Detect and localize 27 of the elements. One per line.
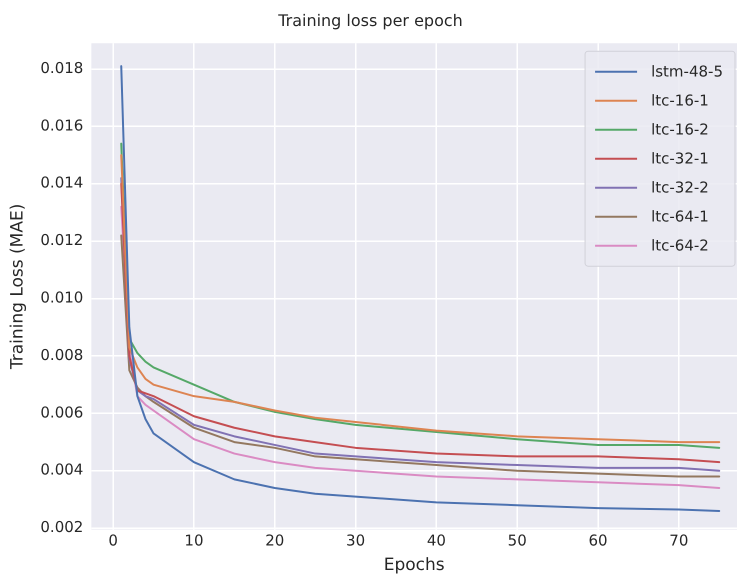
- legend-label: ltc-16-2: [651, 120, 709, 139]
- x-axis-title: Epochs: [384, 555, 445, 576]
- legend-label: lstm-48-5: [651, 62, 724, 81]
- legend-label: ltc-64-1: [651, 208, 709, 226]
- y-tick-label: 0.012: [40, 231, 84, 250]
- chart-title: Training loss per epoch: [277, 10, 463, 30]
- legend-label: ltc-32-1: [651, 150, 709, 168]
- y-axis-title: Training Loss (MAE): [8, 204, 28, 370]
- y-tick-label: 0.008: [40, 346, 84, 364]
- y-tick-label: 0.014: [40, 174, 84, 192]
- x-tick-label: 70: [669, 531, 688, 550]
- x-tick-label: 0: [108, 531, 118, 550]
- x-tick-label: 40: [426, 531, 446, 550]
- legend-label: ltc-64-2: [651, 236, 709, 255]
- x-tick-label: 60: [588, 531, 608, 550]
- x-tick-label: 50: [508, 531, 527, 550]
- legend-label: ltc-32-2: [651, 178, 709, 197]
- y-tick-label: 0.018: [40, 58, 84, 77]
- x-tick-label: 10: [184, 531, 204, 550]
- x-tick-label: 30: [346, 531, 366, 550]
- y-tick-label: 0.002: [40, 518, 84, 536]
- y-tick-label: 0.010: [40, 288, 84, 306]
- y-tick-label: 0.004: [40, 460, 84, 479]
- legend-label: ltc-16-1: [651, 92, 709, 110]
- y-tick-label: 0.016: [40, 116, 84, 134]
- x-tick-label: 20: [265, 531, 284, 550]
- y-tick-label: 0.006: [40, 403, 84, 422]
